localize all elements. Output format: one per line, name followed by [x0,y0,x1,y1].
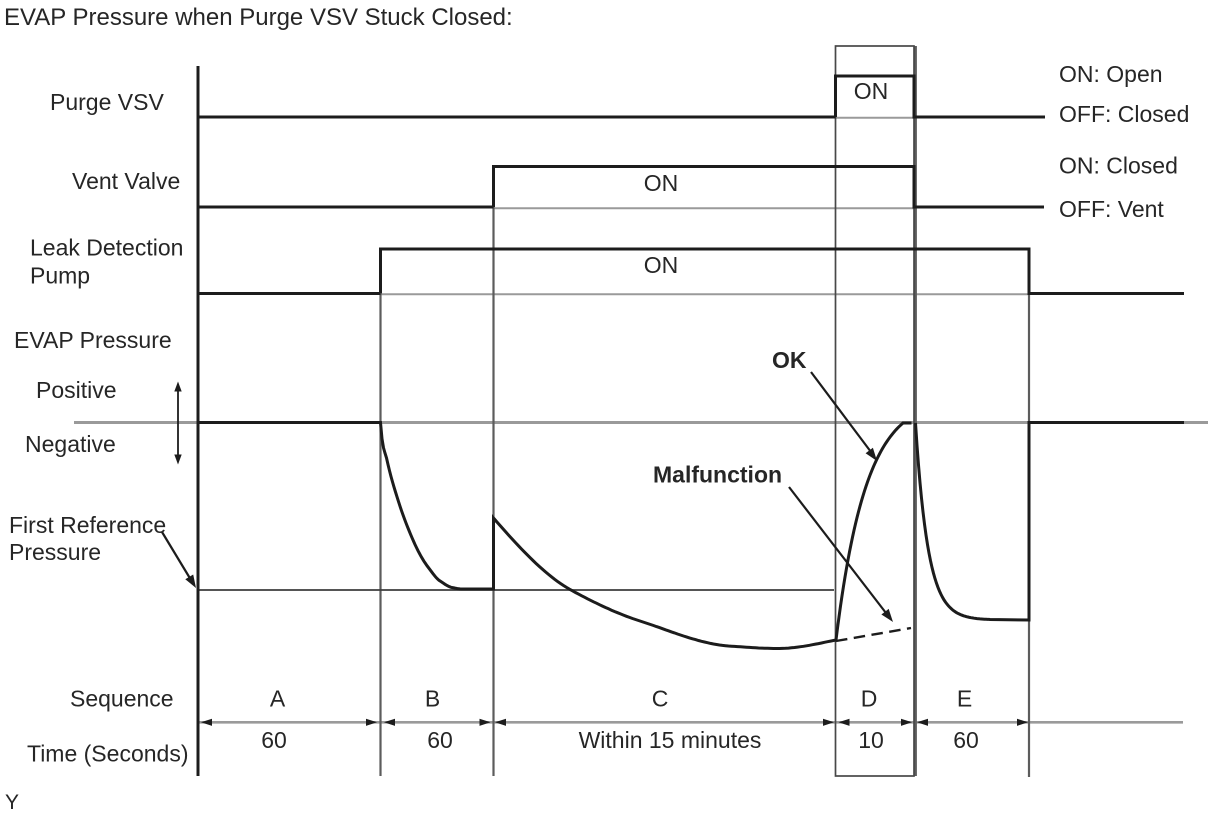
svg-text:ON: ON [644,252,679,278]
svg-text:Leak Detection: Leak Detection [30,234,183,260]
svg-text:Pump: Pump [30,262,90,288]
svg-text:Pressure: Pressure [9,539,101,565]
svg-text:ON: ON [854,78,889,104]
svg-text:E: E [957,685,972,711]
svg-text:OK: OK [772,347,807,373]
svg-text:Positive: Positive [36,377,117,403]
svg-text:10: 10 [858,727,884,753]
svg-text:ON: Open: ON: Open [1059,61,1163,87]
svg-text:First Reference: First Reference [9,512,166,538]
svg-text:Within 15 minutes: Within 15 minutes [579,727,762,753]
svg-text:D: D [861,685,878,711]
svg-text:Time (Seconds): Time (Seconds) [27,740,188,766]
svg-text:60: 60 [953,727,979,753]
svg-text:ON: Closed: ON: Closed [1059,152,1178,178]
svg-text:ON: ON [644,170,679,196]
svg-text:OFF: Closed: OFF: Closed [1059,101,1189,127]
svg-text:A: A [270,685,286,711]
svg-text:EVAP Pressure: EVAP Pressure [14,327,172,353]
svg-text:Negative: Negative [25,431,116,457]
svg-text:Sequence: Sequence [70,685,174,711]
svg-text:Vent Valve: Vent Valve [72,168,180,194]
svg-text:OFF: Vent: OFF: Vent [1059,196,1164,222]
svg-text:Purge VSV: Purge VSV [50,89,164,115]
svg-text:EVAP Pressure when Purge VSV S: EVAP Pressure when Purge VSV Stuck Close… [4,4,513,31]
svg-text:C: C [652,685,669,711]
svg-text:Malfunction: Malfunction [653,462,782,488]
svg-text:Y: Y [5,791,19,814]
svg-text:B: B [425,685,440,711]
svg-text:60: 60 [427,727,453,753]
svg-text:60: 60 [261,727,287,753]
